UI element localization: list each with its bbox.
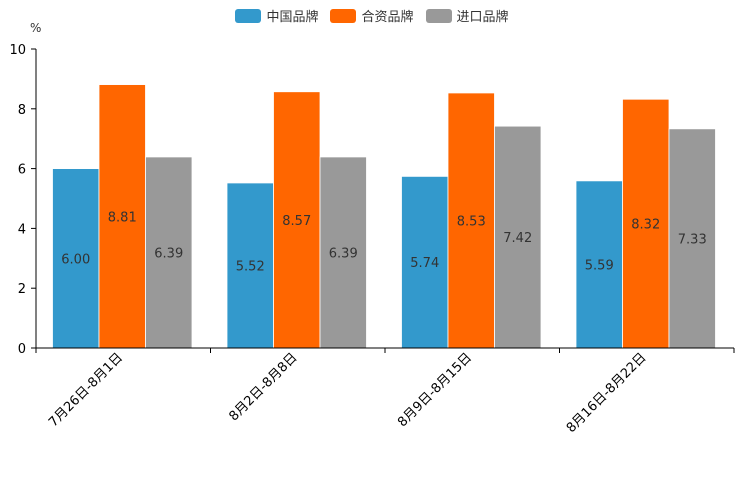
bar-value-label: 6.39	[154, 246, 183, 261]
legend-item-joint-venture-brand[interactable]: 合资品牌	[330, 6, 414, 25]
y-tick-label: 6	[18, 163, 26, 178]
y-tick-label: 0	[18, 342, 26, 357]
y-tick-label: 4	[18, 222, 26, 237]
bar[interactable]	[575, 180, 623, 349]
legend-swatch	[330, 8, 357, 23]
bar-value-label: 8.53	[457, 214, 486, 229]
bar[interactable]	[226, 182, 274, 349]
legend-item-china-brand[interactable]: 中国品牌	[235, 6, 318, 25]
bar-value-label: 8.81	[108, 210, 137, 225]
bar-value-label: 8.57	[282, 214, 311, 229]
bar[interactable]	[319, 156, 367, 349]
y-tick-label: 10	[9, 43, 26, 58]
legend-item-import-brand[interactable]: 进口品牌	[425, 6, 509, 25]
x-tick-label: 7月26日-8月1日	[46, 350, 126, 430]
x-tick-label: 8月16日-8月22日	[564, 350, 650, 436]
bar-value-label: 6.39	[329, 246, 358, 261]
bar[interactable]	[622, 98, 670, 349]
bar[interactable]	[494, 125, 542, 349]
bar-value-label: 7.42	[503, 231, 532, 246]
bar[interactable]	[447, 92, 495, 349]
legend-label: 合资品牌	[361, 10, 414, 25]
bar-value-label: 5.74	[410, 256, 439, 271]
bar-value-label: 5.52	[236, 259, 265, 274]
legend-swatch	[425, 8, 452, 23]
legend-label: 中国品牌	[266, 10, 319, 25]
legend-label: 进口品牌	[456, 10, 509, 25]
bar[interactable]	[98, 84, 146, 349]
bar-value-label: 8.32	[631, 218, 660, 233]
bar-value-label: 5.59	[585, 258, 614, 273]
bar[interactable]	[668, 128, 716, 349]
y-tick-label: 2	[18, 282, 26, 297]
x-tick-label: 8月2日-8月8日	[226, 350, 300, 424]
bar-value-label: 7.33	[678, 232, 707, 247]
bar-value-label: 6.00	[61, 252, 90, 267]
bar[interactable]	[52, 168, 100, 349]
legend-swatch	[235, 8, 262, 23]
y-axis-unit-label: %	[30, 21, 42, 35]
chart-legend: 中国品牌 合资品牌 进口品牌	[0, 6, 744, 25]
x-tick-label: 8月9日-8月15日	[395, 350, 475, 430]
y-tick-label: 8	[18, 103, 26, 118]
